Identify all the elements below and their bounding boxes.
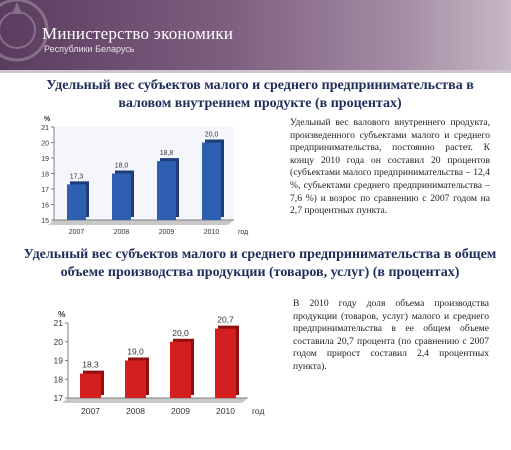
bar xyxy=(112,173,131,220)
header-divider xyxy=(0,70,511,73)
y-tick-label: 17 xyxy=(54,393,64,403)
x-axis-label: год xyxy=(238,229,248,236)
data-label: 20,7 xyxy=(217,315,234,325)
y-tick-label: 19 xyxy=(41,156,49,163)
x-tick-label: 2010 xyxy=(216,406,235,416)
x-tick-label: 2009 xyxy=(159,229,175,236)
paragraph-gdp: Удельный вес валового внутреннего продук… xyxy=(290,117,490,217)
x-axis-label: год xyxy=(252,406,264,416)
y-tick-label: 16 xyxy=(41,203,49,210)
y-tick-label: 18 xyxy=(54,374,64,384)
x-tick-label: 2009 xyxy=(171,406,190,416)
y-axis-unit-label: % xyxy=(44,116,51,123)
bar-chart-production: 17 18 19 20 21% 18,3 2007 19,0 2008 20,0 2009 20,7 2… xyxy=(54,310,265,416)
y-tick-label: 20 xyxy=(54,337,64,347)
data-label: 20,0 xyxy=(205,132,219,139)
plot-floor xyxy=(48,220,234,225)
x-tick-label: 2008 xyxy=(126,406,145,416)
bar xyxy=(67,184,86,220)
y-tick-label: 21 xyxy=(54,318,64,328)
x-tick-label: 2010 xyxy=(204,229,220,236)
chart-title-production: Удельный вес субъектов малого и среднего… xyxy=(23,247,497,280)
y-tick-label: 18 xyxy=(41,172,49,179)
bar xyxy=(125,360,146,398)
coat-of-arms-icon xyxy=(0,0,49,62)
bar xyxy=(170,341,191,398)
x-tick-label: 2007 xyxy=(81,406,100,416)
bar xyxy=(202,142,221,220)
data-label: 18,3 xyxy=(82,360,99,370)
data-label: 20,0 xyxy=(172,328,189,338)
y-tick-label: 20 xyxy=(41,141,49,148)
y-axis-unit-label: % xyxy=(58,310,66,319)
paragraph-production: В 2010 году доля объема производства про… xyxy=(293,298,489,372)
x-tick-label: 2007 xyxy=(69,229,85,236)
y-tick-label: 17 xyxy=(41,187,49,194)
plot-floor xyxy=(62,398,248,403)
data-label: 18,8 xyxy=(160,150,174,157)
y-tick-label: 15 xyxy=(41,218,49,225)
data-label: 18,0 xyxy=(115,163,129,170)
chart-title-gdp: Удельный вес субъектов малого и среднего… xyxy=(46,78,474,111)
y-tick-label: 19 xyxy=(54,356,64,366)
bar-chart-gdp: 15 16 17 18 19 20 21% 17,3 2007 18,0 2008 18,8 2009 2… xyxy=(41,116,248,236)
header-banner: Министерство экономики Республики Белару… xyxy=(0,0,511,70)
x-tick-label: 2008 xyxy=(114,229,130,236)
y-tick-label: 21 xyxy=(41,125,49,132)
bar xyxy=(80,373,101,398)
data-label: 17,3 xyxy=(70,173,84,180)
ministry-title: Министерство экономики xyxy=(42,24,234,43)
bar xyxy=(157,161,176,220)
data-label: 19,0 xyxy=(127,347,144,357)
bar xyxy=(215,328,236,398)
ministry-subtitle: Республики Беларусь xyxy=(44,44,135,54)
